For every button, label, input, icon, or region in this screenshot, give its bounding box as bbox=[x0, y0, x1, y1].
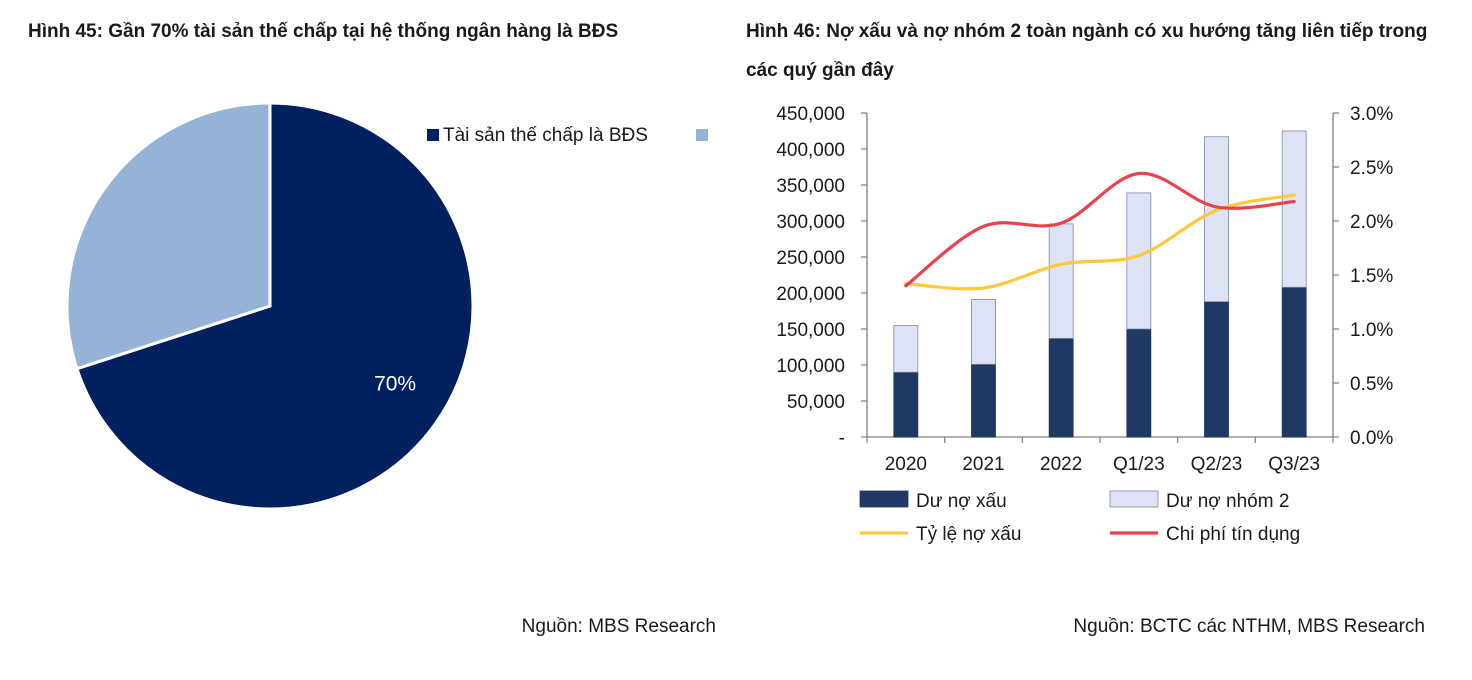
legend-label: Dư nợ nhóm 2 bbox=[1166, 491, 1289, 512]
left-axis-tick-label: 200,000 bbox=[776, 284, 845, 305]
left-axis-tick-label: 400,000 bbox=[776, 140, 845, 161]
line-chi-phi-tin-dung bbox=[904, 171, 1296, 288]
legend-swatch bbox=[859, 490, 909, 508]
figure-46-source: Nguồn: BCTC các NTHM, MBS Research bbox=[1073, 616, 1425, 637]
right-axis-tick-label: 2.5% bbox=[1350, 158, 1393, 179]
x-axis-tick-label: Q2/23 bbox=[1191, 454, 1243, 475]
bar-du-no-xau bbox=[1281, 286, 1307, 438]
bar-du-no-nhom-2 bbox=[893, 324, 919, 373]
left-axis-tick-label: 50,000 bbox=[787, 392, 845, 413]
left-axis-tick-label: 150,000 bbox=[776, 320, 845, 341]
left-axis-tick-label: 100,000 bbox=[776, 356, 845, 377]
pie-slice-1 bbox=[65, 101, 272, 371]
legend-label: Chi phí tín dụng bbox=[1166, 524, 1300, 545]
figure-45-source: Nguồn: MBS Research bbox=[521, 616, 716, 637]
x-axis-tick-label: 2022 bbox=[1040, 454, 1082, 475]
left-axis-tick-label: 350,000 bbox=[776, 176, 845, 197]
bar-du-no-xau bbox=[893, 371, 919, 438]
pie-slice-0 bbox=[75, 101, 475, 511]
right-axis-tick-label: 1.5% bbox=[1350, 266, 1393, 287]
x-axis-tick-label: 2021 bbox=[962, 454, 1004, 475]
right-axis-tick-label: 3.0% bbox=[1350, 104, 1393, 125]
bar-du-no-xau bbox=[1204, 301, 1229, 438]
pie-legend-swatch bbox=[696, 129, 708, 141]
bar-du-no-nhom-2 bbox=[1126, 192, 1152, 330]
figure-46-title: Hình 46: Nợ xấu và nợ nhóm 2 toàn ngành … bbox=[746, 21, 1428, 81]
right-axis-tick-label: 1.0% bbox=[1350, 320, 1393, 341]
legend-swatch bbox=[1109, 490, 1159, 508]
figure-45-title: Hình 45: Gần 70% tài sản thế chấp tại hệ… bbox=[28, 21, 619, 42]
bar-du-no-nhom-2 bbox=[1048, 223, 1074, 339]
left-axis-tick-label: 300,000 bbox=[776, 212, 845, 233]
left-axis-tick-label: 450,000 bbox=[776, 104, 845, 125]
x-axis-tick-label: Q3/23 bbox=[1268, 454, 1320, 475]
pie-legend-swatch bbox=[427, 129, 439, 141]
bar-du-no-xau bbox=[1048, 337, 1074, 438]
right-axis-tick-label: 0.5% bbox=[1350, 374, 1393, 395]
legend-label: Tỷ lệ nợ xấu bbox=[916, 524, 1021, 545]
pie-data-label: 70% bbox=[374, 372, 416, 395]
legend-label: Dư nợ xấu bbox=[916, 491, 1007, 512]
bar-du-no-nhom-2 bbox=[1204, 136, 1229, 303]
bar-du-no-nhom-2 bbox=[1281, 130, 1307, 288]
bar-du-no-xau bbox=[1126, 328, 1152, 438]
pie-legend-label: Tài sản thế chấp là BĐS bbox=[443, 125, 648, 146]
x-axis-tick-label: Q1/23 bbox=[1113, 454, 1165, 475]
x-axis-tick-label: 2020 bbox=[885, 454, 927, 475]
left-axis-tick-label: - bbox=[839, 428, 845, 449]
right-axis-tick-label: 0.0% bbox=[1350, 428, 1393, 449]
bar-du-no-nhom-2 bbox=[971, 299, 996, 365]
bar-du-no-xau bbox=[971, 363, 996, 438]
left-axis-tick-label: 250,000 bbox=[776, 248, 845, 269]
right-axis-tick-label: 2.0% bbox=[1350, 212, 1393, 233]
